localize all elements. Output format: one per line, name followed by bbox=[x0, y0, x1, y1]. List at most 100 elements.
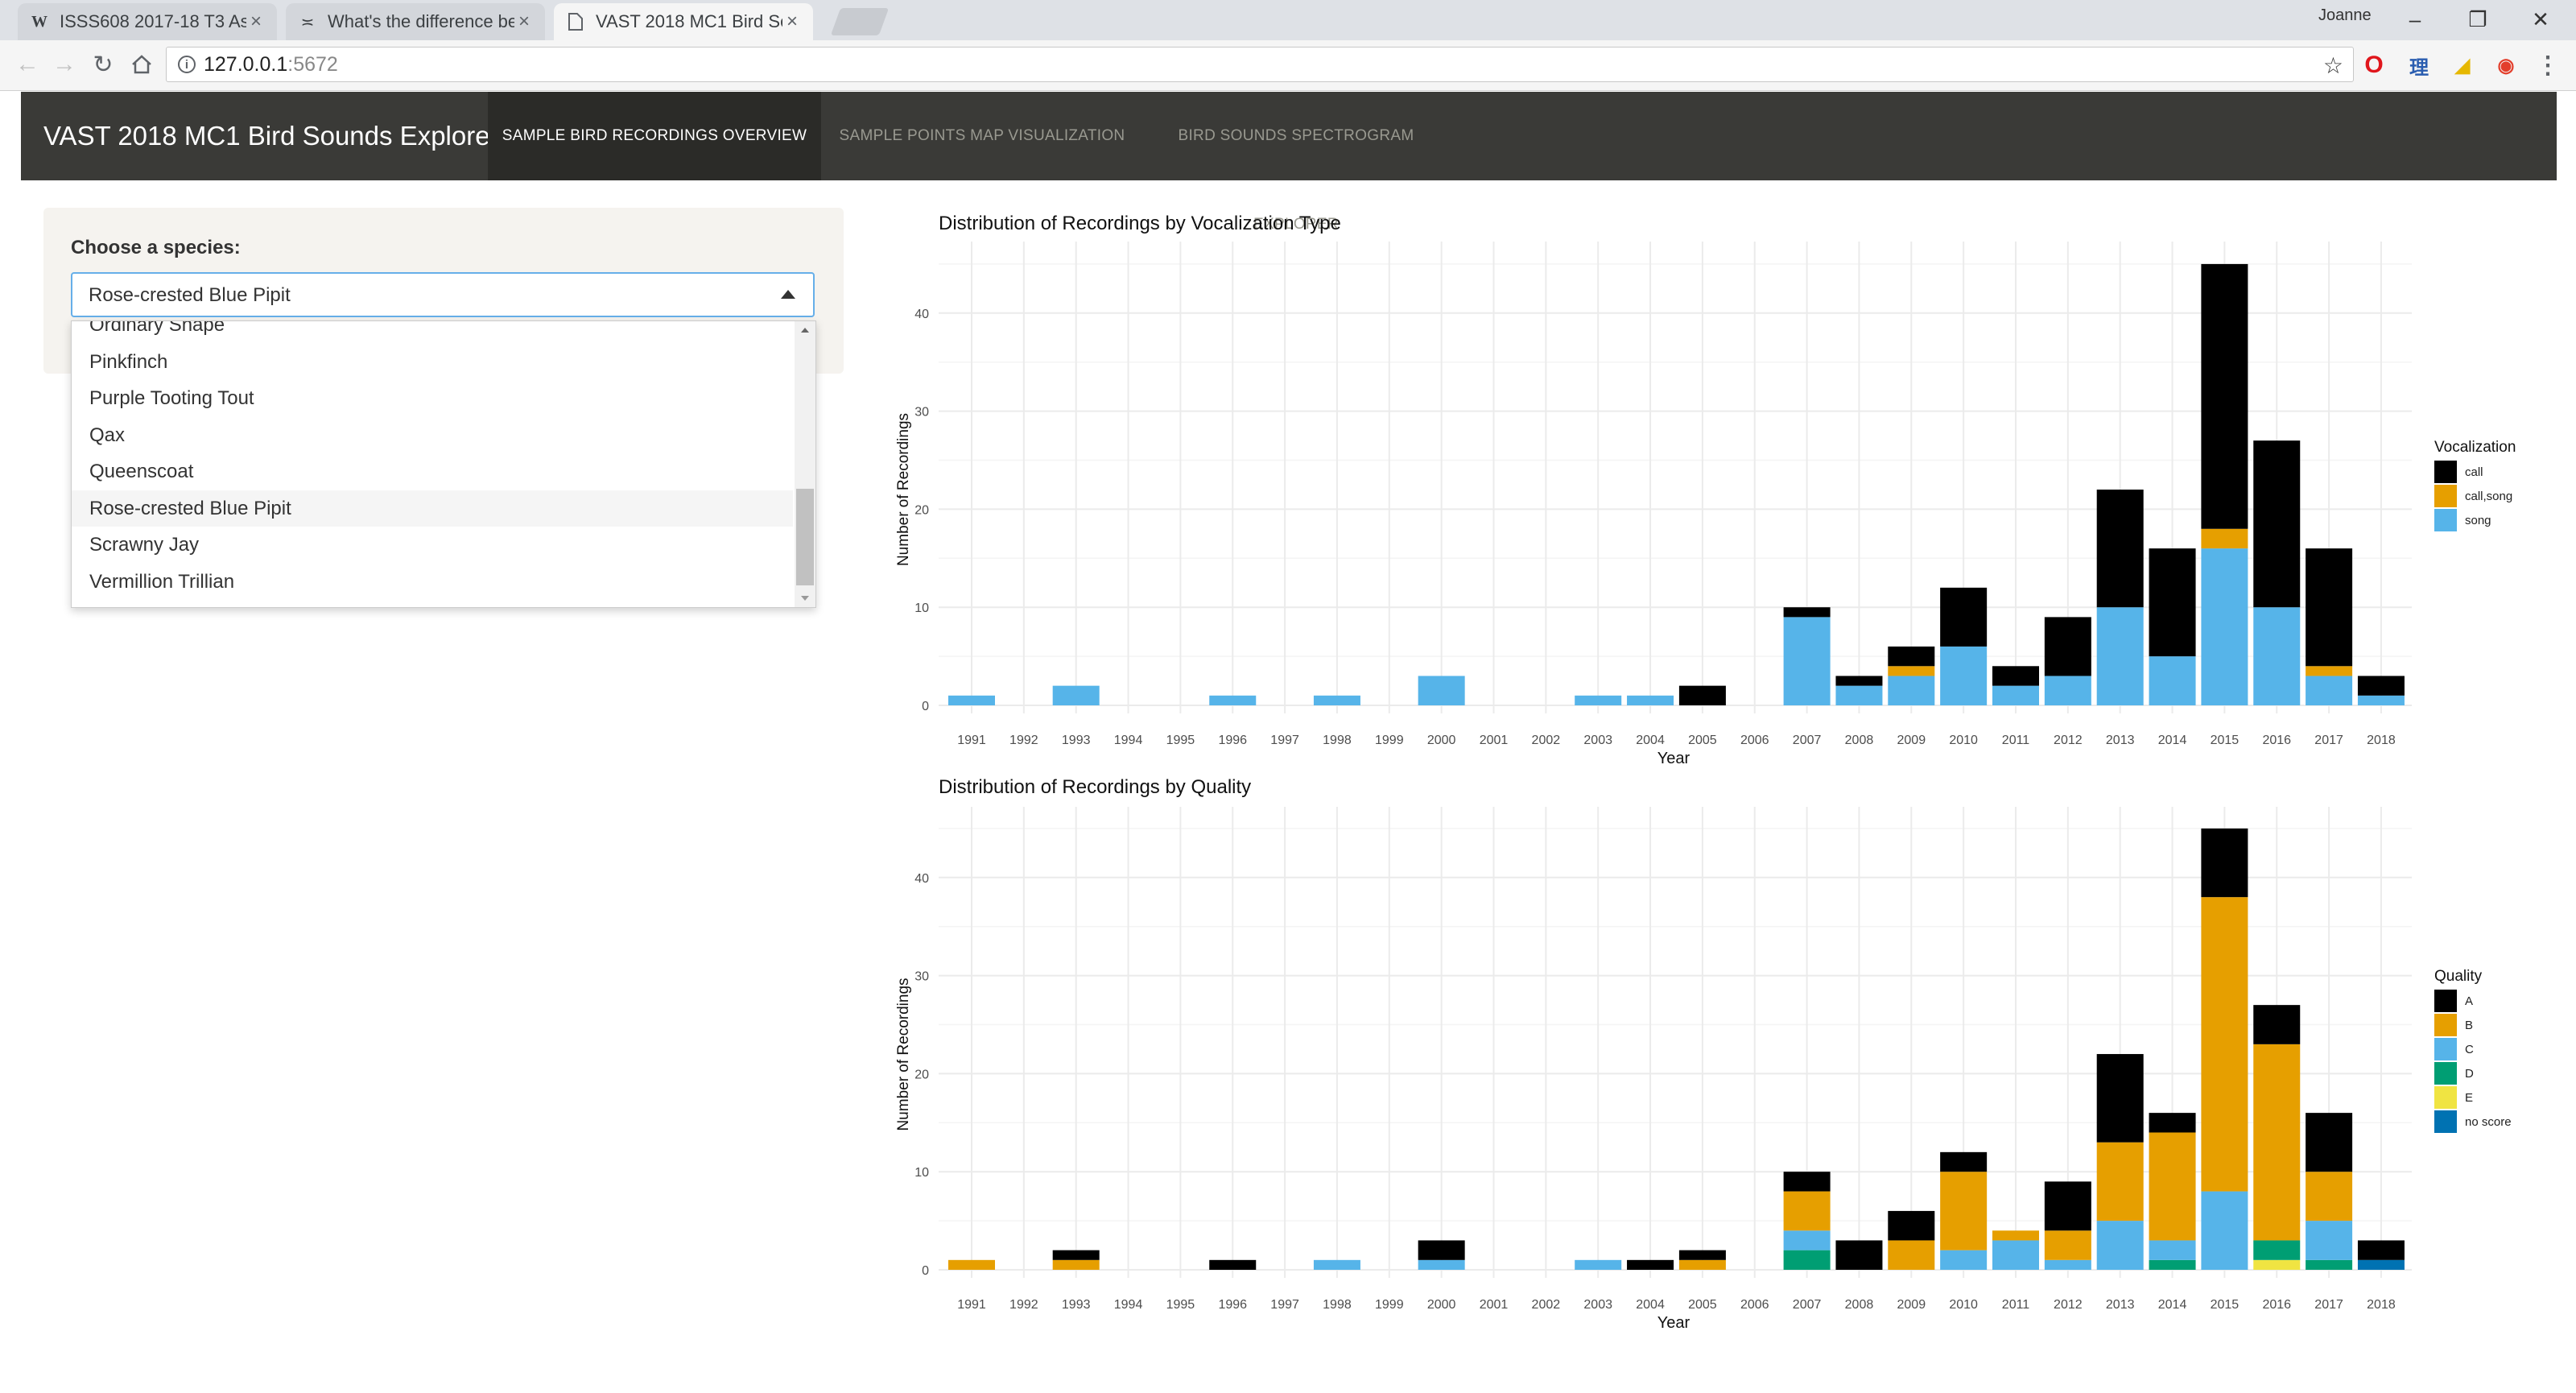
x-tick-label: 1998 bbox=[1323, 1298, 1352, 1312]
x-tick-label: 1998 bbox=[1323, 734, 1352, 747]
address-bar[interactable]: i 127.0.0.1:5672 ☆ bbox=[166, 47, 2354, 82]
minimize-icon[interactable]: – bbox=[2409, 6, 2421, 31]
opera-icon[interactable]: O bbox=[2364, 52, 2384, 78]
species-option[interactable]: Vermillion Trillian bbox=[89, 570, 235, 593]
x-tick-label: 1997 bbox=[1270, 1298, 1299, 1312]
x-tick-label: 1995 bbox=[1166, 1298, 1195, 1312]
x-tick-label: 1996 bbox=[1218, 734, 1247, 747]
new-tab-button[interactable] bbox=[830, 8, 890, 35]
x-axis-title: Year bbox=[1657, 1314, 1690, 1332]
x-tick-label: 1991 bbox=[957, 1298, 986, 1312]
x-tick-label: 2012 bbox=[2054, 734, 2083, 747]
bar-segment bbox=[1052, 1250, 1100, 1260]
scroll-down-icon[interactable] bbox=[801, 596, 809, 601]
bar-segment bbox=[2201, 528, 2248, 549]
url-host: 127.0.0.1 bbox=[204, 52, 288, 76]
species-option[interactable]: Ordinary Snape bbox=[89, 320, 225, 336]
close-icon[interactable]: × bbox=[786, 10, 798, 32]
app-navbar: VAST 2018 MC1 Bird Sounds Explorer SAMPL… bbox=[21, 92, 2557, 233]
bar-segment bbox=[1678, 1259, 1726, 1270]
url-port: :5672 bbox=[287, 52, 338, 76]
bar-segment bbox=[2306, 1259, 2353, 1270]
x-tick-label: 2006 bbox=[1740, 1298, 1769, 1312]
menu-icon[interactable]: ⋮ bbox=[2536, 52, 2560, 79]
tab-map-visualization[interactable]: SAMPLE POINTS MAP VISUALIZATION bbox=[839, 127, 1125, 144]
x-tick-label: 1993 bbox=[1062, 734, 1091, 747]
legend-label: song bbox=[2465, 514, 2491, 527]
app-title[interactable]: VAST 2018 MC1 Bird Sounds Explorer bbox=[43, 121, 499, 151]
x-tick-label: 1991 bbox=[957, 734, 986, 747]
legend-swatch bbox=[2434, 461, 2457, 483]
scroll-up-icon[interactable] bbox=[801, 328, 809, 333]
close-icon[interactable]: × bbox=[250, 10, 262, 32]
info-icon[interactable]: i bbox=[178, 56, 196, 73]
bar-segment bbox=[2096, 1142, 2144, 1221]
home-icon[interactable] bbox=[126, 48, 158, 81]
bar-segment bbox=[1418, 1259, 1465, 1270]
tab-recordings-overview[interactable]: SAMPLE BIRD RECORDINGS OVERVIEW bbox=[488, 92, 821, 180]
y-tick-label: 0 bbox=[922, 1264, 929, 1278]
bar-segment bbox=[2306, 1172, 2353, 1221]
browser-tab-active[interactable]: VAST 2018 MC1 Bird Sou × bbox=[554, 3, 813, 40]
legend-label: E bbox=[2465, 1091, 2473, 1105]
bar-segment bbox=[2306, 1113, 2353, 1172]
caret-up-icon[interactable] bbox=[781, 290, 795, 299]
bar-segment bbox=[1888, 1210, 1935, 1241]
tab-spectrogram-explorer[interactable]: BIRD SOUNDS SPECTROGRAM EXPLORER bbox=[1178, 127, 1414, 233]
species-select[interactable]: Rose-crested Blue Pipit bbox=[71, 272, 815, 317]
bar-segment bbox=[1992, 1240, 2039, 1270]
bar-segment bbox=[1888, 666, 1935, 676]
legend-label: D bbox=[2465, 1067, 2474, 1081]
species-dropdown[interactable]: Ordinary Snape Pinkfinch Purple Tooting … bbox=[71, 320, 816, 608]
legend-swatch bbox=[2434, 990, 2457, 1012]
bar-segment bbox=[1835, 676, 1883, 686]
scrollbar-thumb[interactable] bbox=[796, 489, 814, 585]
x-tick-label: 2013 bbox=[2106, 1298, 2135, 1312]
y-tick-label: 20 bbox=[914, 1068, 929, 1081]
bar-segment bbox=[1940, 587, 1988, 647]
legend-label: no score bbox=[2465, 1115, 2512, 1129]
bar-segment bbox=[1678, 1250, 1726, 1260]
browser-tab-stackexchange[interactable]: ≍ What's the difference bet × bbox=[286, 3, 545, 40]
legend-swatch bbox=[2434, 1086, 2457, 1109]
bar-segment bbox=[1209, 1259, 1257, 1270]
shield-extension-icon[interactable]: ◉ bbox=[2497, 54, 2515, 76]
back-icon[interactable]: ← bbox=[15, 51, 39, 77]
restore-icon[interactable]: ❐ bbox=[2468, 6, 2487, 31]
x-tick-label: 2017 bbox=[2314, 734, 2343, 747]
species-option[interactable]: Scrawny Jay bbox=[89, 534, 200, 556]
window-close-icon[interactable]: ✕ bbox=[2532, 6, 2549, 31]
reload-icon[interactable]: ↻ bbox=[93, 51, 114, 78]
species-option[interactable]: Queenscoat bbox=[89, 461, 194, 482]
profile-name[interactable]: Joanne bbox=[2318, 6, 2372, 24]
x-tick-label: 2007 bbox=[1793, 1298, 1822, 1312]
species-select-value[interactable]: Rose-crested Blue Pipit bbox=[89, 284, 291, 306]
dictionary-extension-icon[interactable]: 理 bbox=[2409, 56, 2429, 79]
browser-tab-assignment[interactable]: W ISSS608 2017-18 T3 Assig × bbox=[18, 3, 277, 40]
x-tick-label: 2014 bbox=[2158, 734, 2187, 747]
bar-segment bbox=[2306, 1221, 2353, 1260]
bar-segment bbox=[2044, 676, 2091, 705]
x-axis-title: Year bbox=[1657, 750, 1690, 767]
bar-segment bbox=[2044, 617, 2091, 676]
x-tick-label: 2004 bbox=[1636, 1298, 1665, 1312]
x-tick-label: 2010 bbox=[1949, 734, 1978, 747]
bookmark-star-icon[interactable]: ☆ bbox=[2322, 53, 2343, 78]
x-tick-label: 2014 bbox=[2158, 1298, 2187, 1312]
close-icon[interactable]: × bbox=[518, 10, 530, 32]
x-tick-label: 1996 bbox=[1218, 1298, 1247, 1312]
legend-title: Quality bbox=[2434, 968, 2483, 985]
bar-segment bbox=[948, 1259, 995, 1270]
bar-segment bbox=[2253, 1259, 2301, 1270]
bar-segment bbox=[2253, 440, 2301, 608]
species-option[interactable]: Qax bbox=[89, 424, 126, 446]
bar-segment bbox=[1418, 1240, 1465, 1260]
species-option-selected[interactable]: Rose-crested Blue Pipit bbox=[72, 490, 793, 527]
honey-extension-icon[interactable]: ◢ bbox=[2454, 54, 2471, 76]
species-option[interactable]: Pinkfinch bbox=[89, 350, 168, 373]
y-tick-label: 40 bbox=[914, 308, 929, 321]
dropdown-scrollbar[interactable] bbox=[795, 321, 815, 607]
bar-segment bbox=[2357, 676, 2405, 696]
forward-icon[interactable]: → bbox=[52, 51, 76, 77]
species-option[interactable]: Purple Tooting Tout bbox=[89, 387, 254, 409]
